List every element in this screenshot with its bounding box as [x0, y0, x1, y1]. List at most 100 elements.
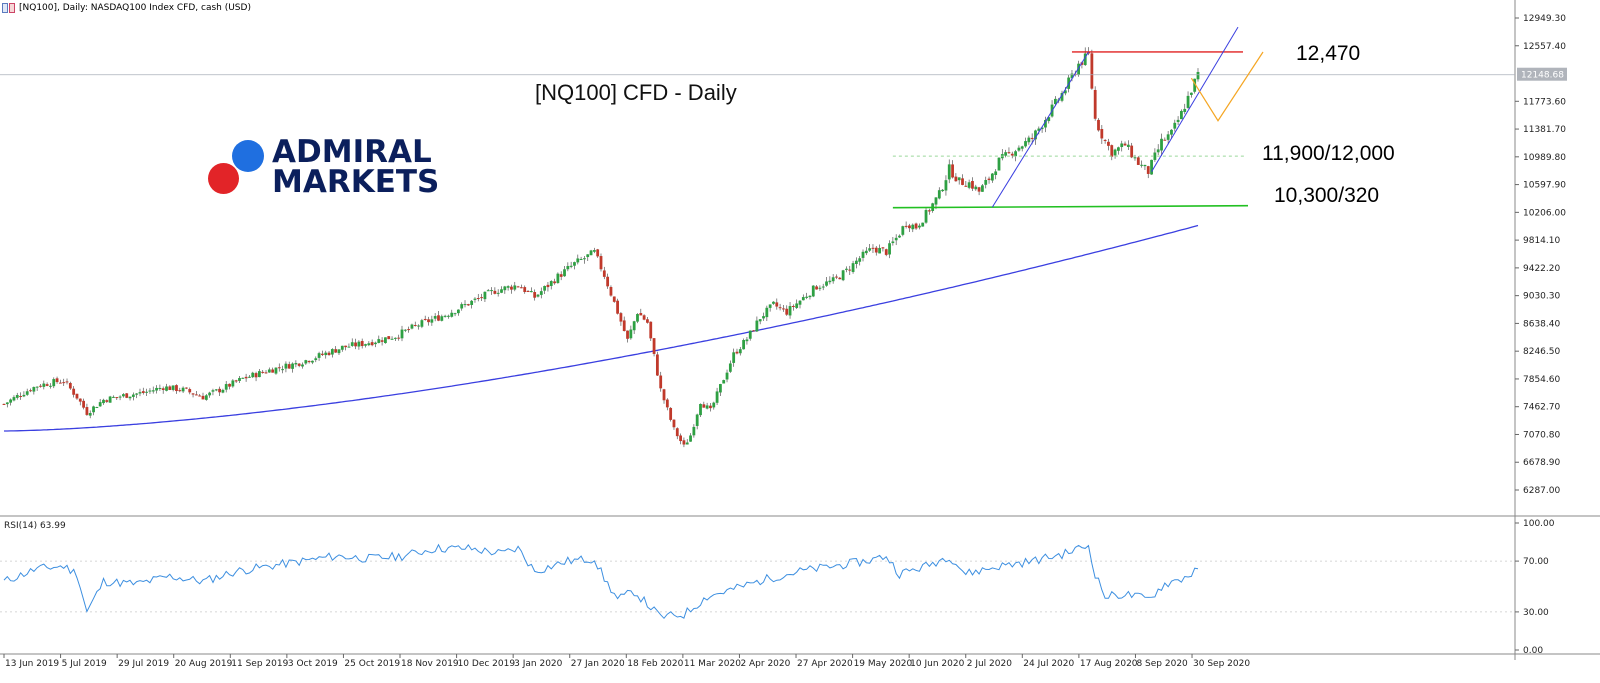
candle-body [393, 337, 397, 339]
candle-body [805, 296, 809, 298]
candle-body [450, 312, 454, 317]
candle-body [861, 251, 865, 258]
candle-body [798, 300, 802, 305]
candle-body [1040, 127, 1044, 130]
candle-body [1100, 129, 1104, 139]
candle-body [526, 291, 530, 293]
candle-body [211, 390, 215, 392]
candle-body [151, 390, 155, 392]
candle-body [510, 286, 513, 290]
price-tick-label: 8246.50 [1523, 347, 1560, 357]
candle-body [500, 289, 503, 293]
candle-body [1189, 92, 1193, 95]
candle-body [838, 277, 842, 280]
candle-body [39, 385, 42, 387]
candle-body [1093, 89, 1097, 119]
date-tick-label: 29 Jul 2019 [118, 659, 169, 669]
date-tick-label: 13 Jun 2019 [5, 659, 59, 669]
candle-body [1030, 137, 1034, 139]
candle-body [874, 247, 878, 253]
candle-body [12, 397, 16, 401]
candle-body [685, 442, 689, 445]
candle-body [1110, 145, 1114, 157]
candle-body [911, 224, 915, 230]
candle-body [539, 291, 543, 295]
candle-body [198, 395, 202, 397]
candle-body [994, 171, 998, 176]
candle-body [440, 316, 444, 321]
candle-body [291, 363, 294, 369]
candle-body [178, 390, 182, 392]
candle-body [646, 319, 649, 323]
candle-body [520, 287, 523, 289]
candle-body [791, 305, 795, 308]
candle-body [384, 337, 387, 344]
candle-body [271, 369, 275, 373]
candle-body [1150, 159, 1153, 175]
candle-body [808, 295, 812, 298]
candle-body [702, 404, 706, 408]
candle-body [818, 287, 822, 289]
candle-body [68, 382, 72, 389]
candle-body [868, 248, 872, 251]
date-tick-label: 10 Jun 2020 [910, 659, 964, 669]
candle-body [649, 321, 653, 339]
candle-body [1156, 149, 1160, 153]
candle-body [921, 222, 925, 227]
candle-body [964, 185, 968, 187]
candle-body [1007, 152, 1011, 154]
price-tick-label: 7854.60 [1523, 375, 1560, 385]
candle-body [636, 314, 639, 322]
candle-body [762, 316, 765, 319]
brand-logo: ADMIRAL MARKETS [204, 134, 439, 204]
candle-body [745, 339, 749, 342]
candle-body [997, 157, 1001, 171]
candle-body [264, 372, 268, 374]
candle-body [281, 369, 284, 371]
price-tick-label: 6287.00 [1523, 486, 1560, 496]
date-tick-label: 20 Aug 2019 [175, 659, 233, 669]
candle-body [112, 396, 115, 398]
candle-body [118, 396, 122, 398]
candle-body [201, 395, 205, 400]
candle-body [294, 363, 298, 365]
candle-body [1140, 164, 1144, 166]
candle-body [367, 343, 371, 346]
candle-body [248, 376, 251, 378]
candle-body [878, 247, 881, 254]
candle-body [460, 304, 464, 309]
candle-body [735, 351, 739, 354]
date-tick-label: 24 Jul 2020 [1023, 659, 1074, 669]
candle-body [307, 360, 311, 363]
candle-body [1053, 98, 1057, 105]
candle-body [165, 386, 168, 391]
candle-body [629, 329, 633, 339]
candle-body [599, 256, 603, 270]
candle-body [1166, 134, 1170, 140]
candle-body [88, 413, 92, 416]
price-tick-label: 9814.10 [1523, 236, 1560, 246]
candle-body [559, 274, 563, 277]
candle-body [1126, 144, 1130, 148]
candle-body [626, 330, 629, 339]
price-tick-label: 8638.40 [1523, 319, 1560, 329]
candle-body [473, 298, 477, 300]
candle-body [848, 269, 852, 271]
price-tick-label: 7462.70 [1523, 403, 1560, 413]
candle-body [884, 249, 888, 255]
candle-body [105, 400, 109, 402]
candle-body [1103, 139, 1107, 141]
candle-body [679, 435, 682, 442]
candle-body [456, 309, 460, 314]
candle-body [775, 302, 779, 307]
candle-body [536, 294, 540, 297]
candle-body [758, 319, 762, 322]
candle-body [1090, 53, 1094, 89]
candle-body [1183, 108, 1187, 113]
candle-body [490, 290, 493, 292]
candle-body [486, 290, 490, 292]
candle-body [257, 371, 261, 378]
candle-body [277, 367, 281, 369]
chart-header: [NQ100], Daily: NASDAQ100 Index CFD, cas… [2, 1, 251, 15]
